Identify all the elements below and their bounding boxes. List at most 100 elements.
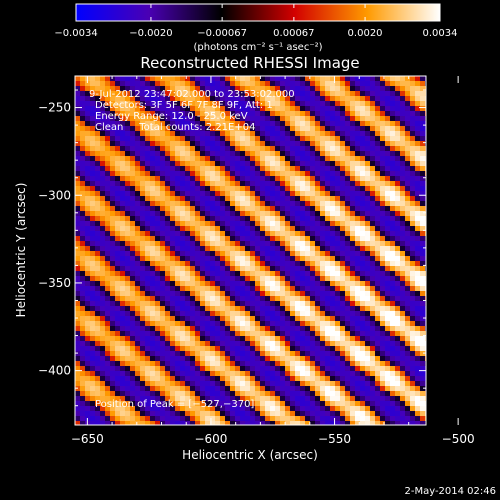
heatmap-cell: [385, 226, 391, 232]
heatmap-cell: [300, 386, 306, 392]
heatmap-cell: [320, 411, 326, 417]
heatmap-cell: [330, 411, 336, 417]
heatmap-cell: [95, 416, 101, 422]
heatmap-cell: [75, 201, 81, 207]
heatmap-cell: [250, 286, 256, 292]
heatmap-cell: [315, 156, 321, 162]
heatmap-cell: [75, 276, 81, 282]
heatmap-cell: [320, 151, 326, 157]
heatmap-cell: [320, 231, 326, 237]
heatmap-cell: [90, 76, 96, 82]
heatmap-cell: [170, 161, 176, 167]
heatmap-cell: [115, 206, 121, 212]
heatmap-cell: [385, 151, 391, 157]
heatmap-cell: [205, 396, 211, 402]
heatmap-cell: [130, 181, 136, 187]
heatmap-cell: [130, 241, 136, 247]
heatmap-cell: [370, 336, 376, 342]
heatmap-cell: [360, 241, 366, 247]
heatmap-cell: [380, 201, 386, 207]
heatmap-cell: [270, 131, 276, 137]
heatmap-cell: [190, 131, 196, 137]
heatmap-cell: [335, 211, 341, 217]
heatmap-cell: [180, 291, 186, 297]
heatmap-cell: [360, 406, 366, 412]
heatmap-cell: [160, 261, 166, 267]
heatmap-cell: [305, 311, 311, 317]
heatmap-cell: [125, 326, 131, 332]
heatmap-cell: [140, 86, 146, 92]
heatmap-cell: [415, 236, 421, 242]
heatmap-cell: [245, 291, 251, 297]
heatmap-cell: [230, 161, 236, 167]
heatmap-cell: [105, 196, 111, 202]
heatmap-cell: [135, 241, 141, 247]
heatmap-cell: [235, 396, 241, 402]
heatmap-cell: [285, 86, 291, 92]
heatmap-cell: [220, 316, 226, 322]
heatmap-cell: [145, 316, 151, 322]
heatmap-cell: [305, 191, 311, 197]
heatmap-cell: [105, 361, 111, 367]
heatmap-cell: [290, 96, 296, 102]
heatmap-cell: [155, 376, 161, 382]
heatmap-cell: [410, 386, 416, 392]
heatmap-cell: [350, 211, 356, 217]
heatmap-cell: [150, 266, 156, 272]
heatmap-cell: [390, 256, 396, 262]
heatmap-cell: [255, 121, 261, 127]
heatmap-cell: [360, 291, 366, 297]
heatmap-cell: [165, 366, 171, 372]
heatmap-cell: [315, 311, 321, 317]
heatmap-cell: [200, 226, 206, 232]
heatmap-cell: [310, 166, 316, 172]
heatmap-cell: [175, 236, 181, 242]
heatmap-cell: [300, 151, 306, 157]
heatmap-cell: [360, 371, 366, 377]
heatmap-cell: [400, 316, 406, 322]
heatmap-cell: [255, 126, 261, 132]
heatmap-cell: [225, 221, 231, 227]
heatmap-cell: [275, 216, 281, 222]
heatmap-cell: [135, 221, 141, 227]
heatmap-cell: [100, 231, 106, 237]
heatmap-cell: [380, 401, 386, 407]
heatmap-cell: [140, 406, 146, 412]
heatmap-cell: [200, 96, 206, 102]
heatmap-cell: [150, 141, 156, 147]
heatmap-cell: [255, 271, 261, 277]
heatmap-cell: [325, 306, 331, 312]
heatmap-cell: [270, 261, 276, 267]
heatmap-cell: [135, 366, 141, 372]
heatmap-cell: [180, 196, 186, 202]
heatmap-cell: [145, 346, 151, 352]
heatmap-cell: [125, 206, 131, 212]
heatmap-cell: [285, 406, 291, 412]
heatmap-cell: [215, 136, 221, 142]
heatmap-cell: [410, 226, 416, 232]
heatmap-cell: [355, 241, 361, 247]
heatmap-cell: [120, 156, 126, 162]
heatmap-cell: [150, 226, 156, 232]
heatmap-cell: [325, 261, 331, 267]
heatmap-cell: [310, 241, 316, 247]
heatmap-cell: [135, 356, 141, 362]
heatmap-cell: [365, 296, 371, 302]
heatmap-cell: [250, 236, 256, 242]
heatmap-cell: [170, 396, 176, 402]
heatmap-cell: [195, 76, 201, 82]
heatmap-cell: [120, 401, 126, 407]
heatmap-cell: [150, 86, 156, 92]
heatmap-cell: [125, 161, 131, 167]
heatmap-cell: [75, 401, 81, 407]
heatmap-cell: [360, 361, 366, 367]
heatmap-cell: [290, 366, 296, 372]
heatmap-cell: [355, 126, 361, 132]
heatmap-cell: [325, 96, 331, 102]
heatmap-cell: [385, 146, 391, 152]
heatmap-cell: [150, 351, 156, 357]
heatmap-cell: [295, 86, 301, 92]
heatmap-cell: [405, 81, 411, 87]
heatmap-cell: [410, 401, 416, 407]
heatmap-cell: [270, 136, 276, 142]
